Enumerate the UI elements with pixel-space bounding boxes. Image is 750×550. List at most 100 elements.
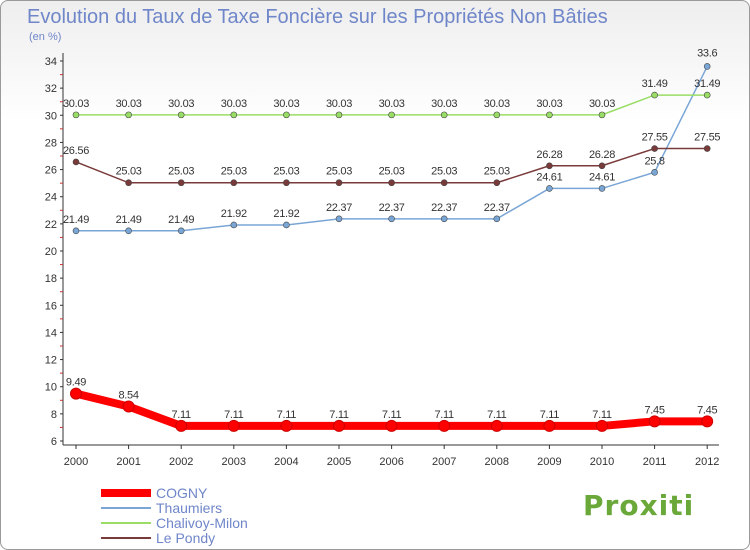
- legend-swatch: [101, 522, 151, 524]
- x-tick-label: 2007: [432, 456, 456, 468]
- data-label: 25.03: [484, 166, 510, 178]
- data-label: 7.11: [224, 409, 244, 421]
- x-tick-label: 2008: [485, 456, 509, 468]
- data-point: [546, 185, 553, 192]
- data-point: [546, 162, 553, 170]
- data-label: 24.61: [589, 171, 615, 183]
- data-label: 25.8: [644, 155, 664, 167]
- x-tick-label: 2009: [537, 456, 561, 468]
- data-point: [438, 419, 451, 432]
- data-label: 30.03: [116, 98, 142, 110]
- data-label: 9.49: [66, 377, 86, 389]
- data-label: 27.55: [694, 132, 720, 144]
- legend-swatch: [101, 537, 151, 539]
- data-label: 7.11: [277, 409, 297, 421]
- data-point: [227, 419, 240, 432]
- data-label: 30.03: [379, 98, 405, 110]
- data-label: 7.11: [382, 409, 402, 421]
- legend-item: Thaumiers: [101, 500, 223, 516]
- data-label: 21.92: [221, 208, 247, 220]
- data-point: [283, 221, 290, 229]
- y-tick-label: 32: [45, 83, 57, 95]
- data-point: [598, 185, 606, 192]
- data-point: [598, 162, 606, 170]
- data-label: 8.54: [118, 390, 138, 402]
- data-point: [493, 179, 501, 187]
- data-label: 25.03: [273, 166, 299, 178]
- proxiti-logo: Proxiti: [583, 489, 695, 522]
- y-tick-label: 30: [45, 110, 57, 122]
- data-point: [335, 111, 343, 119]
- data-point: [651, 91, 658, 99]
- series-cogny: 9.49 8.54 7.11 7.11 7.11 7.11 7.11 7.11 7.11 7.11…: [66, 377, 718, 432]
- data-point: [122, 400, 135, 413]
- x-tick-label: 2002: [169, 456, 193, 468]
- unit-label: (en %): [29, 31, 62, 43]
- data-label: 25.03: [168, 166, 194, 178]
- data-point: [283, 179, 290, 187]
- data-point: [335, 179, 343, 187]
- data-label: 7.11: [329, 409, 349, 421]
- data-label: 21.92: [273, 208, 299, 220]
- data-point: [493, 111, 501, 119]
- legend-label: Thaumiers: [156, 500, 223, 516]
- data-label: 7.45: [644, 404, 664, 416]
- data-label: 22.37: [379, 202, 405, 214]
- data-point: [283, 111, 290, 119]
- data-point: [177, 179, 185, 187]
- legend-label: Chalivoy-Milon: [156, 515, 248, 531]
- data-point: [72, 227, 80, 235]
- y-tick-label: 6: [51, 436, 57, 448]
- x-tick-label: 2010: [590, 456, 614, 468]
- data-point: [651, 168, 658, 176]
- data-label: 22.37: [431, 202, 457, 214]
- data-point: [70, 387, 82, 400]
- data-point: [440, 111, 448, 119]
- data-label: 30.03: [221, 98, 247, 110]
- data-label: 31.49: [694, 78, 720, 90]
- data-label: 21.49: [63, 214, 89, 226]
- data-label: 30.03: [431, 98, 457, 110]
- y-tick-label: 12: [45, 355, 57, 367]
- data-point: [72, 158, 80, 166]
- series-thaumiers: 21.49 21.49 21.49 21.92 21.92 22.37 22.37 22.37…: [63, 47, 718, 235]
- data-point: [230, 221, 238, 229]
- y-tick-label: 14: [45, 327, 57, 339]
- data-point: [72, 111, 80, 119]
- y-tick-label: 10: [45, 382, 57, 394]
- series-le-pondy: 26.56 25.03 25.03 25.03 25.03 25.03 25.03 25.03…: [63, 132, 721, 187]
- data-point: [125, 227, 132, 235]
- data-label: 7.11: [434, 409, 454, 421]
- data-point: [598, 111, 606, 119]
- data-label: 24.61: [536, 171, 562, 183]
- data-label: 7.11: [592, 409, 612, 421]
- data-point: [440, 215, 448, 223]
- data-label: 22.37: [326, 202, 352, 214]
- data-point: [333, 419, 345, 432]
- data-point: [648, 415, 661, 428]
- data-point: [440, 179, 448, 187]
- data-label: 26.28: [536, 149, 562, 161]
- chart-title: Evolution du Taux de Taxe Foncière sur l…: [27, 6, 608, 28]
- data-label: 21.49: [116, 214, 142, 226]
- y-tick-label: 28: [45, 137, 57, 149]
- legend-label: COGNY: [156, 485, 208, 501]
- series-chalivoy-milon: 30.03 30.03 30.03 30.03 30.03 30.03 30.03 30.03…: [63, 78, 721, 119]
- data-point: [493, 215, 501, 223]
- data-point: [703, 91, 711, 99]
- y-tick-label: 34: [45, 56, 57, 68]
- data-point: [230, 179, 238, 187]
- x-tick-label: 2000: [64, 456, 88, 468]
- x-tick-label: 2004: [274, 456, 298, 468]
- data-label: 30.03: [168, 98, 194, 110]
- data-label: 30.03: [273, 98, 299, 110]
- data-point: [546, 111, 553, 119]
- data-label: 7.11: [487, 409, 507, 421]
- data-label: 27.55: [642, 132, 668, 144]
- data-label: 25.03: [431, 166, 457, 178]
- legend-item: Le Pondy: [101, 530, 215, 546]
- data-point: [388, 215, 395, 223]
- data-label: 25.03: [326, 166, 352, 178]
- data-label: 25.03: [379, 166, 405, 178]
